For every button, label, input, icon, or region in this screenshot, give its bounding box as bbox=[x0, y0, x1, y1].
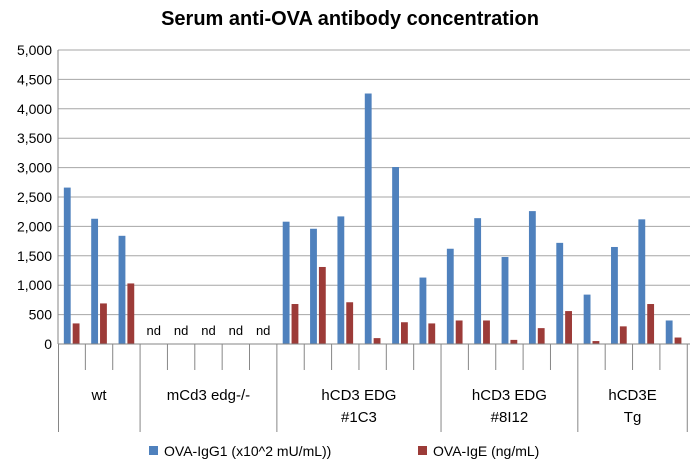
legend-swatch-igg1 bbox=[149, 446, 158, 455]
bar-ige bbox=[674, 337, 682, 344]
bar-igg1 bbox=[446, 248, 454, 344]
y-tick-label: 4,000 bbox=[17, 101, 52, 117]
y-tick-label: 1,500 bbox=[17, 248, 52, 264]
bar-ige bbox=[619, 326, 627, 344]
bar-igg1 bbox=[611, 246, 618, 344]
category-label: wt bbox=[91, 387, 108, 404]
bar-ige bbox=[318, 266, 326, 344]
bar-igg1 bbox=[310, 228, 317, 344]
bar-igg1 bbox=[282, 221, 290, 344]
legend-label-igg1: OVA-IgG1 (x10^2 mU/mL)) bbox=[164, 443, 331, 459]
category-label: hCD3 EDG bbox=[321, 387, 396, 404]
bar-ige bbox=[127, 283, 135, 344]
bar-ige bbox=[592, 341, 600, 344]
bar-igg1 bbox=[118, 235, 126, 344]
y-tick-label: 2,000 bbox=[17, 218, 52, 234]
bar-ige bbox=[100, 303, 107, 344]
chart-title: Serum anti-OVA antibody concentration bbox=[161, 8, 539, 30]
bar-ige bbox=[510, 339, 518, 344]
bar-igg1 bbox=[501, 256, 509, 344]
y-tick-label: 1,000 bbox=[17, 277, 52, 293]
category-label: hCD3E bbox=[608, 387, 656, 404]
bar-ige bbox=[455, 320, 463, 344]
category-label: hCD3 EDG bbox=[472, 387, 547, 404]
legend: OVA-IgG1 (x10^2 mU/mL)) OVA-IgE (ng/mL) bbox=[149, 443, 539, 459]
nd-label: nd bbox=[174, 323, 188, 338]
nd-label: nd bbox=[147, 323, 161, 338]
category-label: #8I12 bbox=[491, 409, 529, 426]
y-tick-label: 2,500 bbox=[17, 189, 52, 205]
bar-ige bbox=[428, 323, 436, 344]
bars: nd nd nd nd nd bbox=[63, 93, 682, 345]
bar-ige bbox=[647, 304, 655, 344]
bar-igg1 bbox=[419, 277, 427, 344]
bar-igg1 bbox=[91, 218, 99, 344]
nd-label: nd bbox=[256, 323, 270, 338]
category-label: mCd3 edg-/- bbox=[167, 387, 250, 404]
axes bbox=[57, 50, 690, 432]
bar-igg1 bbox=[364, 93, 372, 345]
bar-ige bbox=[72, 323, 80, 344]
bar-ige bbox=[373, 338, 381, 344]
bar-igg1 bbox=[528, 211, 536, 344]
nd-label: nd bbox=[229, 323, 243, 338]
y-tick-label: 4,500 bbox=[17, 71, 52, 87]
bar-igg1 bbox=[556, 242, 564, 344]
legend-swatch-ige bbox=[418, 446, 427, 455]
y-tick-label: 500 bbox=[29, 307, 53, 323]
gridlines bbox=[58, 49, 690, 316]
bar-igg1 bbox=[583, 294, 591, 344]
category-label: Tg bbox=[624, 409, 642, 426]
bar-ige bbox=[346, 302, 354, 344]
y-tick-label: 3,000 bbox=[17, 160, 52, 176]
bar-igg1 bbox=[63, 187, 71, 344]
bar-ige bbox=[537, 328, 545, 344]
legend-label-ige: OVA-IgE (ng/mL) bbox=[433, 443, 539, 459]
bar-ige bbox=[400, 322, 408, 344]
y-tick-label: 5,000 bbox=[17, 42, 52, 58]
y-tick-label: 3,500 bbox=[17, 130, 52, 146]
bar-ige bbox=[565, 311, 572, 344]
bar-ige bbox=[291, 304, 299, 344]
bar-igg1 bbox=[474, 218, 482, 344]
y-axis-tick-labels: 0 500 1,000 1,500 2,000 2,500 3,000 3,500 4,000 4… bbox=[17, 42, 52, 352]
bar-igg1 bbox=[665, 320, 673, 344]
y-tick-label: 0 bbox=[44, 336, 52, 352]
bar-igg1 bbox=[392, 167, 399, 344]
nd-label: nd bbox=[201, 323, 215, 338]
bar-igg1 bbox=[337, 216, 345, 344]
bar-ige bbox=[483, 320, 490, 344]
category-label: #1C3 bbox=[341, 409, 377, 426]
bar-igg1 bbox=[638, 219, 646, 344]
category-labels: wt mCd3 edg-/- hCD3 EDG #1C3 hCD3 EDG #8I12 hC… bbox=[91, 387, 657, 426]
